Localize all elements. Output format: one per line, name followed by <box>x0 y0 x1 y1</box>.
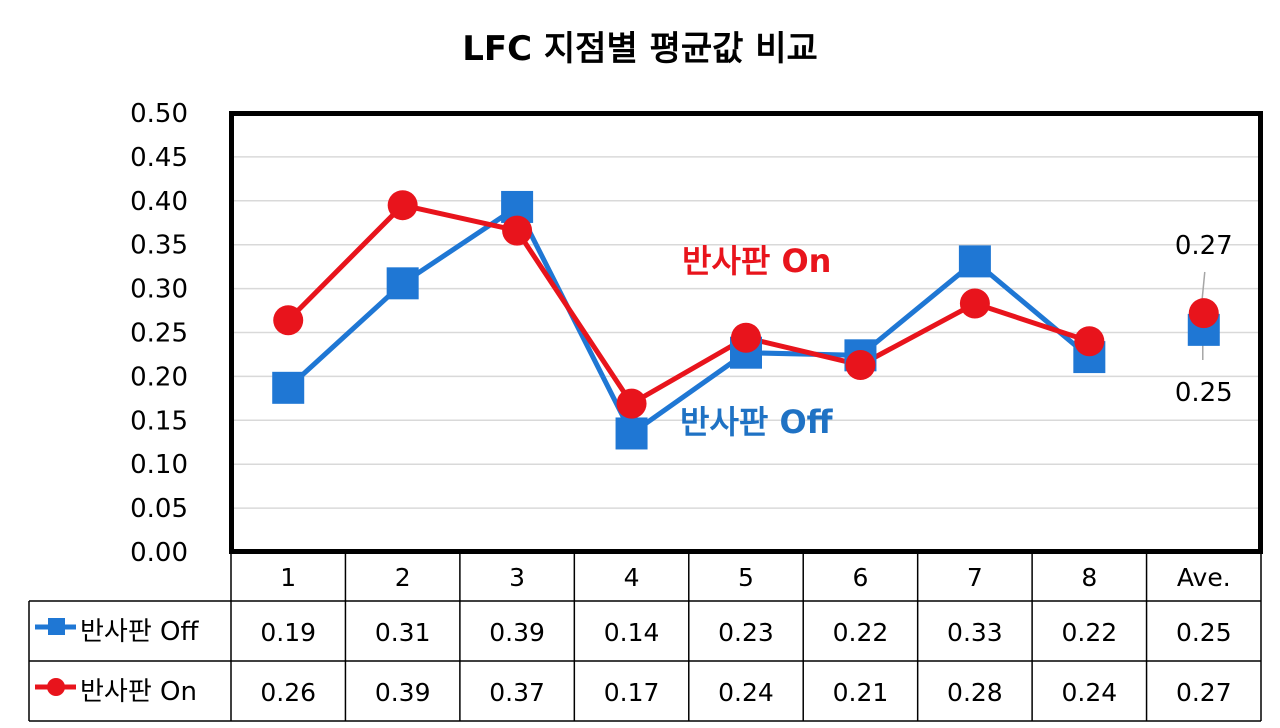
category-label: 8 <box>1081 563 1097 592</box>
category-label: Ave. <box>1177 563 1231 592</box>
data-point-on <box>845 349 876 380</box>
data-table: 1 2 3 4 5 6 7 8 Ave. 반사판 Off 0.19 0.31 0.39 0.14 0.23 0… <box>28 551 1262 722</box>
table-cell: 0.21 <box>833 678 889 707</box>
series-line <box>286 204 1091 436</box>
category-label: 4 <box>624 563 640 592</box>
y-tick-label: 0.45 <box>130 143 188 173</box>
table-cell: 0.24 <box>718 678 774 707</box>
data-point-on <box>1074 326 1105 357</box>
y-tick-label: 0.35 <box>130 231 188 261</box>
table-cell: 0.25 <box>1176 618 1232 647</box>
data-point-on <box>616 388 647 419</box>
data-point-on <box>959 288 990 319</box>
ave-data-label-on: 0.27 <box>1175 231 1233 261</box>
table-cell: 0.26 <box>260 678 316 707</box>
category-label: 6 <box>852 563 868 592</box>
ave-data-label-off: 0.25 <box>1175 378 1233 408</box>
y-tick-label: 0.25 <box>130 319 188 349</box>
annotation-off: 반사판 Off <box>680 403 834 441</box>
y-axis: 0.00 0.05 0.10 0.15 0.20 0.25 0.30 0.35 0.40 0.45… <box>130 99 188 568</box>
data-point-on <box>387 190 418 221</box>
y-tick-label: 0.15 <box>130 406 188 436</box>
plot-series: 0.27 0.25 <box>272 190 1233 450</box>
table-row-label: 반사판 Off <box>80 617 199 647</box>
y-tick-label: 0.10 <box>130 450 188 480</box>
table-cell: 0.39 <box>375 678 431 707</box>
data-point-on <box>1188 298 1219 329</box>
category-label: 3 <box>509 563 525 592</box>
table-row-label: 반사판 On <box>80 677 197 707</box>
category-label: 2 <box>395 563 411 592</box>
category-label: 5 <box>738 563 754 592</box>
table-cell: 0.37 <box>489 678 545 707</box>
legend-key-marker <box>47 678 65 696</box>
y-tick-label: 0.05 <box>130 494 188 524</box>
annotations: 반사판 On 반사판 Off <box>680 242 834 441</box>
table-cell: 0.33 <box>947 618 1003 647</box>
category-label: 1 <box>280 563 296 592</box>
leader-line <box>1201 271 1206 304</box>
chart-title: LFC 지점별 평균값 비교 <box>462 29 818 69</box>
category-label: 7 <box>967 563 983 592</box>
table-cell: 0.24 <box>1061 678 1117 707</box>
plot-area-border <box>229 111 1263 554</box>
data-point-off <box>272 371 305 404</box>
series-line <box>286 202 1091 407</box>
table-cell: 0.17 <box>604 678 660 707</box>
y-tick-label: 0.00 <box>130 538 188 568</box>
data-point-on <box>273 305 304 336</box>
table-cell: 0.14 <box>604 618 660 647</box>
y-tick-label: 0.40 <box>130 187 188 217</box>
y-tick-label: 0.20 <box>130 362 188 392</box>
table-cell: 0.19 <box>260 618 316 647</box>
table-cell: 0.22 <box>833 618 889 647</box>
table-cell: 0.28 <box>947 678 1003 707</box>
y-tick-label: 0.30 <box>130 275 188 305</box>
table-cell: 0.27 <box>1176 678 1232 707</box>
table-cell: 0.23 <box>718 618 774 647</box>
y-tick-label: 0.50 <box>130 99 188 129</box>
data-point-off <box>615 417 648 450</box>
data-point-on <box>502 215 533 246</box>
data-point-on <box>731 322 761 353</box>
data-point-off <box>958 245 991 278</box>
table-cell: 0.22 <box>1061 618 1117 647</box>
data-point-off <box>386 267 419 300</box>
table-cell: 0.39 <box>489 618 545 647</box>
legend-key-marker <box>48 618 65 635</box>
annotation-on: 반사판 On <box>682 242 831 280</box>
table-cell: 0.31 <box>375 618 431 647</box>
